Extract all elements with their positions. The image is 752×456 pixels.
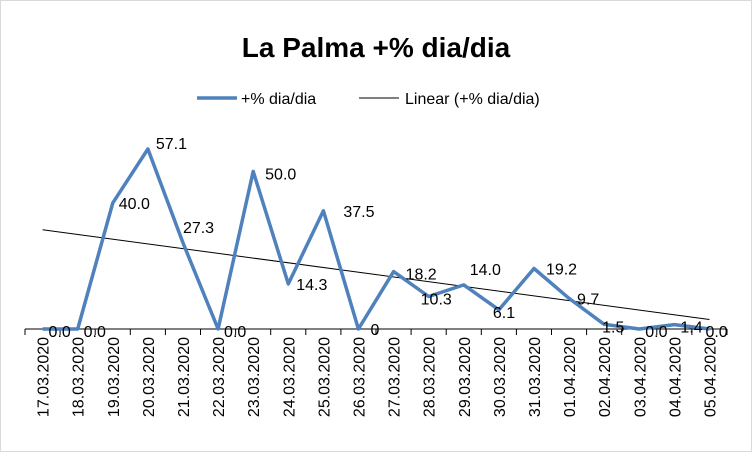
legend-series-label: +% dia/dia: [241, 91, 316, 108]
x-tick-label: 28.03.2020: [422, 337, 439, 417]
x-tick-label: 22.03.2020: [211, 337, 228, 417]
data-label: 50.0: [265, 166, 296, 183]
x-tick-label: 23.03.2020: [246, 337, 263, 417]
x-axis-ticks: [24, 329, 728, 335]
data-label: 0.0: [84, 324, 106, 341]
series-line: [42, 147, 710, 331]
x-tick-label: 21.03.2020: [176, 337, 193, 417]
x-tick-label: 19.03.2020: [106, 337, 123, 417]
x-axis-tick-labels: 17.03.2020 18.03.2020 19.03.2020 20.03.2020…: [36, 337, 720, 417]
x-tick-label: 02.04.2020: [597, 337, 614, 417]
data-label: 0: [370, 322, 379, 339]
x-tick-label: 18.03.2020: [71, 337, 88, 417]
x-tick-label: 05.04.2020: [702, 337, 719, 417]
x-tick-label: 01.04.2020: [562, 337, 579, 417]
data-label: 14.0: [470, 262, 501, 279]
data-label: 18.2: [406, 267, 437, 284]
chart-title: La Palma +% dia/dia: [242, 32, 511, 63]
x-tick-label: 31.03.2020: [527, 337, 544, 417]
data-label: 0.0: [705, 324, 727, 341]
data-label: 0.0: [224, 324, 246, 341]
data-label: 1.4: [680, 320, 702, 337]
data-label: 1.5: [602, 319, 624, 336]
x-tick-label: 04.04.2020: [667, 337, 684, 417]
data-label: 57.1: [156, 136, 187, 153]
x-tick-label: 17.03.2020: [36, 337, 53, 417]
data-label: 6.1: [493, 305, 515, 322]
data-label: 0.0: [49, 324, 71, 341]
x-tick-label: 24.03.2020: [281, 337, 298, 417]
x-tick-label: 26.03.2020: [351, 337, 368, 417]
x-tick-label: 03.04.2020: [632, 337, 649, 417]
x-tick-label: 25.03.2020: [316, 337, 333, 417]
legend: +% dia/dia Linear (+% dia/dia): [197, 91, 540, 108]
data-label: 14.3: [296, 277, 327, 294]
data-label: 9.7: [577, 291, 599, 308]
legend-trendline-label: Linear (+% dia/dia): [405, 91, 540, 108]
x-tick-label: 20.03.2020: [141, 337, 158, 417]
data-label: 0.0: [645, 324, 667, 341]
x-tick-label: 29.03.2020: [457, 337, 474, 417]
trendline: [42, 229, 710, 321]
data-label: 19.2: [546, 261, 577, 278]
data-labels: 0.0 0.0 40.0 57.1 27.3 0.0 50.0 14.3 37.5 0 18.2 10…: [49, 136, 728, 341]
data-label: 40.0: [119, 196, 150, 213]
x-tick-label: 30.03.2020: [492, 337, 509, 417]
data-label: 37.5: [343, 204, 374, 221]
data-label: 10.3: [421, 292, 452, 309]
data-label: 27.3: [183, 220, 214, 237]
x-tick-label: 27.03.2020: [387, 337, 404, 417]
